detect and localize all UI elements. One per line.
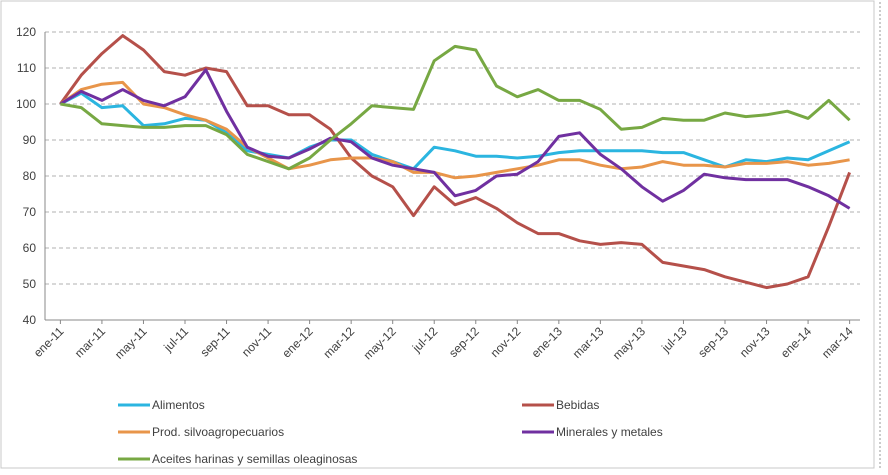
y-tick-label: 120 [16,25,36,39]
x-tick-label: ene-12 [279,324,316,361]
y-tick-label: 110 [17,61,36,75]
series-line [59,68,851,210]
y-tick-label: 40 [23,313,37,327]
legend-label: Minerales y metales [556,425,663,439]
x-tick-label: jul-12 [409,324,441,356]
legend-label: Aceites harinas y semillas oleaginosas [152,452,357,466]
x-tick-label: nov-13 [737,324,773,360]
y-tick-label: 80 [23,169,37,183]
x-tick-label: may-11 [112,324,150,362]
x-tick-label: ene-13 [529,324,566,361]
x-tick-label: sep-13 [695,324,731,360]
x-tick-label: nov-11 [239,324,274,359]
x-tick-label: mar-11 [72,324,108,360]
series-line [59,91,851,171]
legend-label: Prod. silvoagropecuarios [152,425,284,439]
x-tick-label: jul-11 [160,324,191,355]
legend-label: Alimentos [152,398,205,412]
y-tick-label: 60 [23,241,37,255]
x-tick-label: sep-12 [446,324,482,360]
x-tick-label: sep-11 [197,324,232,359]
x-tick-label: mar-13 [570,324,607,361]
series-line [59,34,851,290]
x-tick-label: ene-14 [778,324,815,361]
x-tick-label: mar-12 [320,324,357,361]
x-tick-label: mar-14 [819,324,856,361]
chart-frame [0,0,875,469]
x-tick-label: may-12 [361,324,399,362]
y-tick-label: 100 [16,97,36,111]
x-tick-label: may-13 [610,324,648,362]
y-tick-label: 90 [23,133,37,147]
series-line [60,44,851,171]
y-tick-label: 50 [23,277,37,291]
x-tick-label: nov-12 [488,324,524,360]
x-tick-label: ene-11 [31,324,67,360]
legend-label: Bebidas [556,398,599,412]
x-tick-label: jul-13 [658,324,690,356]
y-tick-label: 70 [23,205,37,219]
series-line [59,80,850,180]
